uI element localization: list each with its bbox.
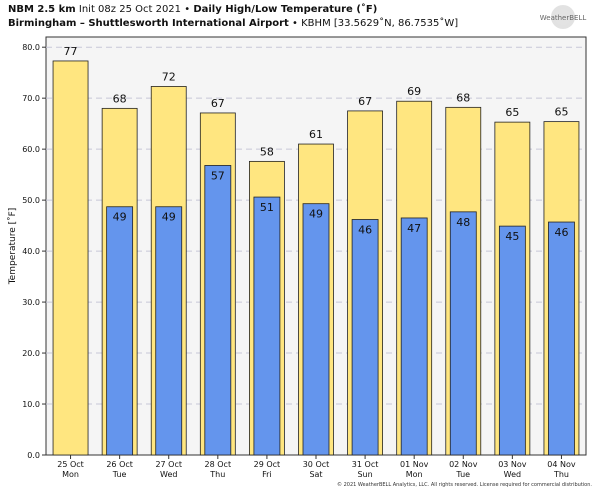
x-tick-date: 25 Oct [57,460,84,469]
high-value-label: 67 [358,95,372,108]
x-tick-date: 26 Oct [106,460,133,469]
high-value-label: 69 [407,85,421,98]
bullet-2: • [292,18,298,29]
low-bar [106,206,134,456]
high-value-label: 65 [505,106,519,119]
title-line-2: Birmingham – Shuttlesworth International… [8,18,458,29]
y-tick-label: 10.0 [22,400,40,409]
x-tick-date: 29 Oct [254,460,281,469]
copyright-notice: © 2021 WeatherBELL Analytics, LLC. All r… [337,482,592,488]
x-tick-date: 01 Nov [400,460,429,469]
y-tick-label: 80.0 [22,43,40,52]
init-time: Init 08z 25 Oct 2021 [78,4,182,15]
x-tick-date: 30 Oct [303,460,330,469]
x-tick-date: 27 Oct [155,460,182,469]
low-bar [400,217,428,456]
x-tick-date: 04 Nov [547,460,576,469]
low-bar [204,165,232,456]
low-value-label: 46 [358,223,372,236]
x-tick-day: Sat [309,470,322,479]
x-tick-day: Tue [455,470,470,479]
high-value-label: 72 [162,70,176,83]
x-tick-date: 28 Oct [205,460,232,469]
low-value-label: 57 [211,169,225,182]
low-value-label: 47 [407,222,421,235]
x-tick-day: Thu [209,470,225,479]
title-line-1: NBM 2.5 km Init 08z 25 Oct 2021 • Daily … [8,4,377,15]
y-tick-label: 30.0 [22,298,40,307]
weatherbell-logo: WeatherBELL [540,5,587,29]
low-bar [253,196,281,456]
station-name: Birmingham – Shuttlesworth International… [8,18,289,29]
bars: 77 68 49 72 49 67 57 58 51 61 49 67 46 69 47 68 48 65 45 65… [52,45,580,456]
low-value-label: 49 [162,211,176,224]
x-tick-date: 03 Nov [498,460,527,469]
y-tick-label: 0.0 [27,451,40,460]
low-bar [351,219,379,456]
y-tick-label: 70.0 [22,94,40,103]
x-tick-date: 31 Oct [352,460,379,469]
x-tick-day: Wed [504,470,521,479]
low-value-label: 51 [260,201,274,214]
x-tick-day: Mon [406,470,423,479]
y-tick-label: 60.0 [22,145,40,154]
low-value-label: 49 [113,211,127,224]
model-name: NBM 2.5 km [8,4,76,15]
x-tick-day: Tue [112,470,127,479]
high-value-label: 68 [456,91,470,104]
low-bar [302,203,330,456]
high-value-label: 58 [260,145,274,158]
low-value-label: 46 [554,226,568,239]
bullet-1: • [184,4,191,15]
low-bar [449,211,477,456]
high-bar [52,60,89,456]
x-tick-day: Mon [62,470,79,479]
logo-text: WeatherBELL [540,14,587,22]
low-bar [155,206,183,456]
x-tick-day: Fri [262,470,272,479]
low-bar [548,221,575,456]
y-axis-label: Temperature [˚F] [7,208,18,286]
chart-title: Daily High/Low Temperature (˚F) [193,4,378,15]
high-value-label: 68 [113,92,127,105]
low-value-label: 45 [505,230,519,243]
low-value-label: 48 [456,216,470,229]
high-value-label: 65 [554,106,568,119]
x-tick-day: Thu [553,470,569,479]
high-value-label: 61 [309,128,323,141]
high-value-label: 67 [211,97,225,110]
x-tick-day: Sun [357,470,372,479]
station-info: KBHM [33.5629˚N, 86.7535˚W] [301,18,459,29]
y-axis-ticks: 0.0 10.0 20.0 30.0 40.0 50.0 60.0 70.0 80.0 [22,43,46,460]
high-value-label: 77 [64,45,78,58]
low-value-label: 49 [309,208,323,221]
y-tick-label: 20.0 [22,349,40,358]
y-tick-label: 40.0 [22,247,40,256]
x-tick-date: 02 Nov [449,460,478,469]
low-bar [498,225,526,456]
x-tick-day: Wed [160,470,177,479]
y-tick-label: 50.0 [22,196,40,205]
